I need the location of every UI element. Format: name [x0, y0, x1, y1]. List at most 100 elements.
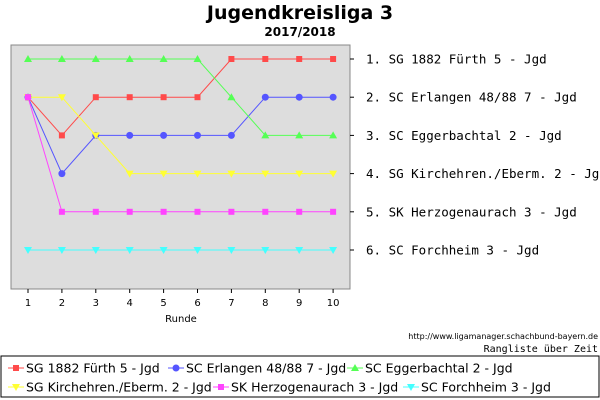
data-point	[160, 131, 168, 139]
series-line	[27, 96, 334, 175]
data-point	[295, 93, 303, 101]
data-point	[261, 247, 270, 254]
data-point	[329, 170, 338, 178]
data-point	[126, 94, 133, 101]
data-point	[295, 131, 304, 139]
legend-swatch-marker	[12, 384, 20, 391]
data-point	[194, 131, 201, 139]
data-point	[227, 247, 236, 254]
data-point	[125, 55, 134, 62]
rank-label: 3. SC Eggerbachtal 2 - Jgd	[366, 128, 562, 143]
data-point	[193, 55, 202, 62]
legend-label: SC Erlangen 48/88 7 - Jgd	[186, 361, 346, 376]
legend: SG 1882 Fürth 5 - Jgd SC Erlangen 48/88 7…	[8, 361, 551, 395]
rank-label: 5. SK Herzogenaurach 3 - Jgd	[366, 204, 577, 219]
legend-item: SK Herzogenaurach 3 - Jgd	[213, 380, 398, 395]
x-axis: 1 2 3 4 5 6 7 8 9 10	[25, 289, 340, 309]
data-point	[329, 93, 337, 101]
data-point	[58, 132, 65, 139]
data-point	[24, 247, 32, 254]
x-axis-label: Runde	[165, 314, 197, 325]
legend-swatch-marker	[351, 364, 359, 371]
legend-item: SC Forchheim 3 - Jgd	[403, 380, 551, 395]
series-line	[27, 97, 334, 213]
footer-url: http://www.ligamanager.schachbund-bayern…	[408, 332, 598, 341]
data-point	[126, 131, 134, 139]
series-5	[25, 94, 337, 215]
x-tick-label: 7	[228, 298, 234, 309]
data-point	[261, 170, 270, 178]
x-tick-label: 3	[93, 298, 99, 309]
data-point	[126, 208, 133, 215]
data-point	[329, 247, 338, 254]
data-point	[159, 55, 168, 62]
rank-label: 6. SC Forchheim 3 - Jgd	[366, 243, 539, 258]
rank-label: 1. SG 1882 Fürth 5 - Jgd	[366, 52, 547, 67]
data-point	[160, 208, 167, 215]
data-point	[57, 94, 66, 102]
x-tick-label: 9	[296, 298, 302, 309]
data-point	[330, 56, 337, 62]
data-point	[193, 170, 202, 178]
data-point	[227, 170, 236, 178]
chart-title: Jugendkreisliga 3	[205, 2, 393, 24]
data-point	[24, 55, 32, 62]
legend-label: SG Kirchehren./Eberm. 2 - Jgd	[26, 380, 212, 395]
data-point	[92, 94, 99, 101]
data-point	[92, 208, 99, 215]
legend-label: SC Eggerbachtal 2 - Jgd	[365, 361, 513, 376]
data-point	[125, 247, 134, 254]
data-point	[296, 56, 303, 62]
legend-box	[0, 355, 600, 398]
data-point	[193, 247, 202, 254]
legend-swatch-marker	[13, 365, 19, 371]
series-line	[28, 58, 334, 136]
data-point	[228, 208, 235, 215]
rank-labels: 1. SG 1882 Fürth 5 - Jgd 2. SC Erlangen 4…	[366, 52, 600, 258]
legend-label: SK Herzogenaurach 3 - Jgd	[231, 380, 398, 395]
data-point	[194, 94, 201, 101]
data-point	[329, 131, 338, 139]
data-point	[194, 208, 201, 215]
rank-axis	[350, 58, 354, 251]
x-tick-label: 1	[25, 298, 31, 309]
legend-swatch-marker	[218, 384, 224, 390]
data-point	[159, 170, 168, 178]
chart-subtitle: 2017/2018	[264, 25, 335, 39]
series-6	[24, 247, 338, 254]
data-point	[261, 93, 269, 101]
data-point	[58, 170, 66, 178]
series-line	[28, 96, 334, 175]
data-point	[57, 55, 66, 62]
data-point	[91, 247, 100, 254]
data-point	[295, 247, 304, 254]
data-point	[159, 247, 168, 254]
data-point	[296, 208, 303, 215]
x-tick-label: 4	[127, 298, 133, 309]
data-point	[25, 94, 31, 101]
x-tick-label: 5	[160, 298, 166, 309]
series-4	[24, 94, 338, 178]
data-point	[227, 93, 236, 101]
x-tick-label: 6	[194, 298, 200, 309]
data-point	[160, 94, 167, 101]
series-3	[24, 55, 338, 139]
x-tick-label: 2	[59, 298, 65, 309]
data-point	[262, 208, 269, 215]
data-point	[330, 208, 337, 215]
data-point	[58, 208, 65, 215]
legend-label: SG 1882 Fürth 5 - Jgd	[26, 361, 160, 376]
data-point	[57, 247, 66, 254]
rank-label: 2. SC Erlangen 48/88 7 - Jgd	[366, 90, 577, 105]
footer-caption: Rangliste über Zeit	[484, 344, 598, 355]
legend-item: SG Kirchehren./Eberm. 2 - Jgd	[8, 380, 212, 395]
x-tick-label: 10	[327, 298, 340, 309]
legend-item: SC Eggerbachtal 2 - Jgd	[347, 361, 513, 376]
legend-swatch-marker	[172, 364, 180, 372]
legend-item: SC Erlangen 48/88 7 - Jgd	[168, 361, 346, 376]
data-point	[228, 56, 235, 62]
data-point	[125, 170, 134, 178]
legend-item: SG 1882 Fürth 5 - Jgd	[8, 361, 160, 376]
legend-label: SC Forchheim 3 - Jgd	[421, 380, 551, 395]
